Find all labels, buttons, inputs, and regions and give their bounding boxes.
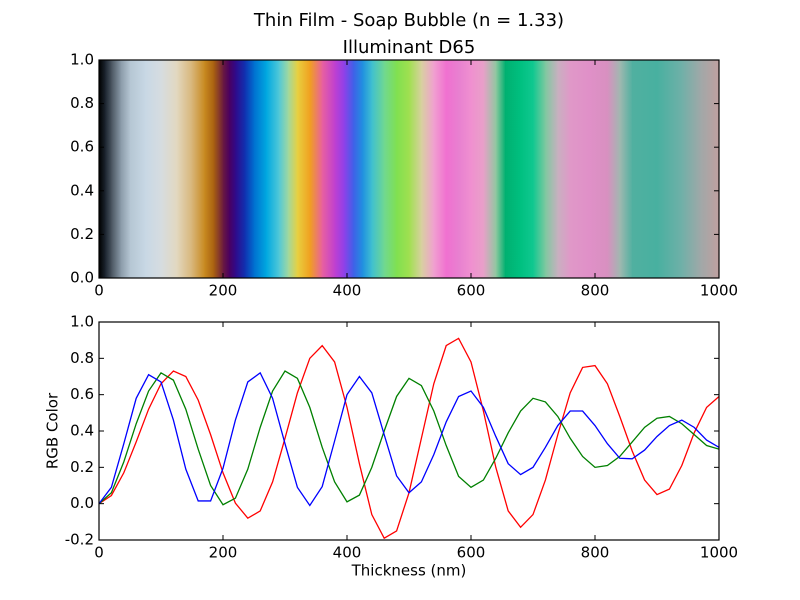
color-band bbox=[505, 60, 522, 278]
color-band bbox=[371, 60, 385, 278]
color-band bbox=[607, 60, 621, 278]
color-band bbox=[433, 60, 447, 278]
color-band bbox=[223, 60, 230, 278]
y-tick-label: 0.6 bbox=[70, 385, 94, 403]
y-tick-label: 0.4 bbox=[70, 181, 94, 199]
color-band bbox=[681, 60, 701, 278]
x-tick-label: 800 bbox=[581, 544, 610, 562]
color-band bbox=[297, 60, 311, 278]
axes-frame bbox=[98, 321, 720, 541]
y-tick-label: 0.8 bbox=[70, 349, 94, 367]
y-tick-label: 0.2 bbox=[70, 225, 94, 243]
x-tick-label: 600 bbox=[457, 544, 486, 562]
y-tick-label: 0.8 bbox=[70, 94, 94, 112]
color-band bbox=[353, 60, 363, 278]
color-band bbox=[657, 60, 683, 278]
y-tick-label: 1.0 bbox=[70, 313, 94, 331]
color-band bbox=[176, 60, 193, 278]
color-band bbox=[483, 60, 497, 278]
color-band bbox=[362, 60, 373, 278]
color-band bbox=[409, 60, 422, 278]
chart-subtitle: Illuminant D65 bbox=[343, 37, 476, 58]
y-tick-label: 0.2 bbox=[70, 458, 94, 476]
color-band bbox=[458, 60, 472, 278]
color-band bbox=[632, 60, 658, 278]
color-band bbox=[192, 60, 205, 278]
color-band bbox=[288, 60, 298, 278]
color-band bbox=[105, 60, 112, 278]
color-band bbox=[244, 60, 255, 278]
y-tick-label: 0.6 bbox=[70, 138, 94, 156]
color-band bbox=[557, 60, 571, 278]
color-band bbox=[161, 60, 177, 278]
color-band bbox=[254, 60, 267, 278]
x-axis-label: Thickness (nm) bbox=[351, 562, 467, 580]
color-band bbox=[495, 60, 506, 278]
y-axis-label: RGB Color bbox=[44, 392, 62, 469]
chart-title: Thin Film - Soap Bubble (n = 1.33) bbox=[253, 10, 564, 31]
y-tick-label: 0.0 bbox=[70, 494, 94, 512]
color-band bbox=[619, 60, 633, 278]
color-band bbox=[229, 60, 236, 278]
color-band bbox=[204, 60, 215, 278]
x-tick-label: 1000 bbox=[700, 544, 738, 562]
color-band bbox=[309, 60, 323, 278]
color-band bbox=[384, 60, 398, 278]
color-band bbox=[588, 60, 608, 278]
x-tick-label: 200 bbox=[209, 282, 238, 300]
y-tick-label: -0.2 bbox=[65, 531, 94, 549]
x-tick-label: 1000 bbox=[700, 282, 738, 300]
color-band bbox=[99, 60, 106, 278]
color-band bbox=[266, 60, 280, 278]
color-band bbox=[120, 60, 131, 278]
x-tick-label: 400 bbox=[333, 544, 362, 562]
y-tick-label: 1.0 bbox=[70, 51, 94, 69]
color-band bbox=[130, 60, 146, 278]
color-band bbox=[396, 60, 410, 278]
color-band bbox=[235, 60, 246, 278]
color-band bbox=[545, 60, 559, 278]
x-tick-label: 200 bbox=[209, 544, 238, 562]
x-tick-label: 400 bbox=[333, 282, 362, 300]
color-band bbox=[334, 60, 345, 278]
color-band bbox=[213, 60, 224, 278]
color-band bbox=[278, 60, 289, 278]
color-band bbox=[343, 60, 354, 278]
color-band bbox=[322, 60, 336, 278]
color-band bbox=[533, 60, 546, 278]
axes-frame bbox=[98, 59, 720, 279]
color-band bbox=[111, 60, 122, 278]
x-tick-label: 600 bbox=[457, 282, 486, 300]
color-band bbox=[446, 60, 460, 278]
y-tick-label: 0.4 bbox=[70, 422, 94, 440]
x-tick-label: 800 bbox=[581, 282, 610, 300]
x-tick-label: 0 bbox=[94, 282, 104, 300]
color-band bbox=[570, 60, 590, 278]
color-band bbox=[421, 60, 435, 278]
color-band bbox=[520, 60, 534, 278]
y-tick-label: 0.0 bbox=[70, 269, 94, 287]
color-band bbox=[471, 60, 484, 278]
x-tick-label: 0 bbox=[94, 544, 104, 562]
color-band bbox=[145, 60, 162, 278]
series-line bbox=[99, 370, 719, 506]
series-line bbox=[99, 371, 719, 507]
color-band bbox=[700, 60, 720, 278]
